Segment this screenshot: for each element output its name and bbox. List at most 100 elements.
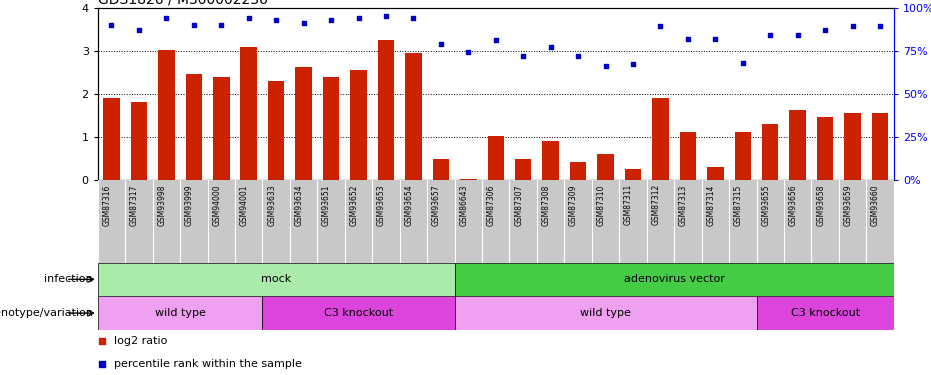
Bar: [130, 102, 147, 180]
Text: GSM93634: GSM93634: [294, 184, 304, 226]
Point: [131, 27, 146, 33]
Point: [489, 37, 504, 43]
Point: [461, 50, 476, 55]
Point: [653, 24, 668, 30]
Bar: [871, 113, 888, 180]
Bar: [405, 53, 422, 180]
Point: [681, 36, 695, 42]
Point: [516, 53, 531, 59]
Bar: [454, 296, 757, 330]
Text: GSM87317: GSM87317: [130, 184, 139, 225]
Bar: [515, 159, 532, 180]
Point: [326, 247, 341, 253]
Text: GSM93651: GSM93651: [322, 184, 331, 226]
Point: [104, 22, 119, 28]
Text: mock: mock: [261, 274, 291, 284]
Text: log2 ratio: log2 ratio: [114, 336, 167, 346]
Text: GSM93658: GSM93658: [816, 184, 825, 226]
Point: [762, 32, 777, 38]
Bar: [98, 262, 454, 296]
Point: [434, 41, 449, 47]
Bar: [295, 67, 312, 180]
Text: GSM94000: GSM94000: [212, 184, 222, 226]
Point: [269, 16, 284, 22]
Text: GSM87312: GSM87312: [652, 184, 660, 225]
Text: GSM87306: GSM87306: [487, 184, 496, 226]
Text: adenovirus vector: adenovirus vector: [624, 274, 724, 284]
Text: GSM93998: GSM93998: [157, 184, 167, 226]
Text: GSM87314: GSM87314: [707, 184, 715, 225]
Point: [708, 36, 722, 42]
Text: GSM87310: GSM87310: [597, 184, 605, 225]
Point: [817, 27, 832, 33]
Point: [735, 60, 750, 66]
Text: genotype/variation: genotype/variation: [0, 308, 93, 318]
Bar: [454, 262, 894, 296]
Bar: [433, 159, 449, 180]
Text: percentile rank within the sample: percentile rank within the sample: [114, 359, 302, 369]
Text: GSM93657: GSM93657: [432, 184, 441, 226]
Bar: [844, 113, 861, 180]
Point: [379, 13, 394, 19]
Bar: [263, 296, 454, 330]
Point: [543, 44, 558, 50]
Bar: [735, 132, 751, 180]
Point: [296, 20, 311, 26]
Text: GSM87309: GSM87309: [569, 184, 578, 226]
Text: GSM93656: GSM93656: [789, 184, 798, 226]
Text: GSM87308: GSM87308: [542, 184, 550, 225]
Text: C3 knockout: C3 knockout: [790, 308, 859, 318]
Text: GSM93653: GSM93653: [377, 184, 386, 226]
Point: [241, 15, 256, 21]
Bar: [570, 162, 587, 180]
Point: [324, 16, 339, 22]
Text: GSM93655: GSM93655: [762, 184, 770, 226]
Text: GSM93659: GSM93659: [843, 184, 853, 226]
Bar: [268, 81, 284, 180]
Text: GSM87315: GSM87315: [734, 184, 743, 225]
Bar: [460, 179, 477, 180]
Bar: [543, 141, 559, 180]
Text: GSM93660: GSM93660: [871, 184, 880, 226]
Bar: [240, 47, 257, 180]
Text: GSM86643: GSM86643: [459, 184, 468, 226]
Point: [406, 15, 421, 21]
Text: GSM87311: GSM87311: [624, 184, 633, 225]
Text: infection: infection: [45, 274, 93, 284]
Bar: [98, 296, 263, 330]
Bar: [158, 50, 175, 180]
Text: wild type: wild type: [580, 308, 631, 318]
Text: C3 knockout: C3 knockout: [324, 308, 393, 318]
Bar: [213, 77, 230, 180]
Text: GSM93999: GSM93999: [185, 184, 194, 226]
Point: [214, 22, 229, 28]
Bar: [598, 154, 614, 180]
Point: [872, 24, 887, 30]
Text: GSM87313: GSM87313: [679, 184, 688, 225]
Bar: [323, 76, 339, 180]
Text: GSM93633: GSM93633: [267, 184, 277, 226]
Text: GSM93654: GSM93654: [404, 184, 413, 226]
Point: [571, 53, 586, 59]
Bar: [350, 70, 367, 180]
Bar: [757, 296, 894, 330]
Bar: [789, 110, 806, 180]
Bar: [816, 117, 833, 180]
Point: [186, 22, 201, 28]
Bar: [708, 167, 723, 180]
Point: [845, 24, 860, 30]
Point: [159, 15, 174, 21]
Bar: [488, 136, 504, 180]
Text: wild type: wild type: [155, 308, 206, 318]
Point: [790, 32, 805, 38]
Point: [351, 15, 366, 21]
Bar: [680, 132, 696, 180]
Bar: [185, 74, 202, 180]
Text: GSM94001: GSM94001: [239, 184, 249, 226]
Text: GSM93652: GSM93652: [349, 184, 358, 226]
Point: [598, 63, 613, 69]
Bar: [653, 98, 668, 180]
Text: GDS1826 / M300002236: GDS1826 / M300002236: [98, 0, 267, 6]
Bar: [378, 40, 394, 180]
Bar: [762, 124, 778, 180]
